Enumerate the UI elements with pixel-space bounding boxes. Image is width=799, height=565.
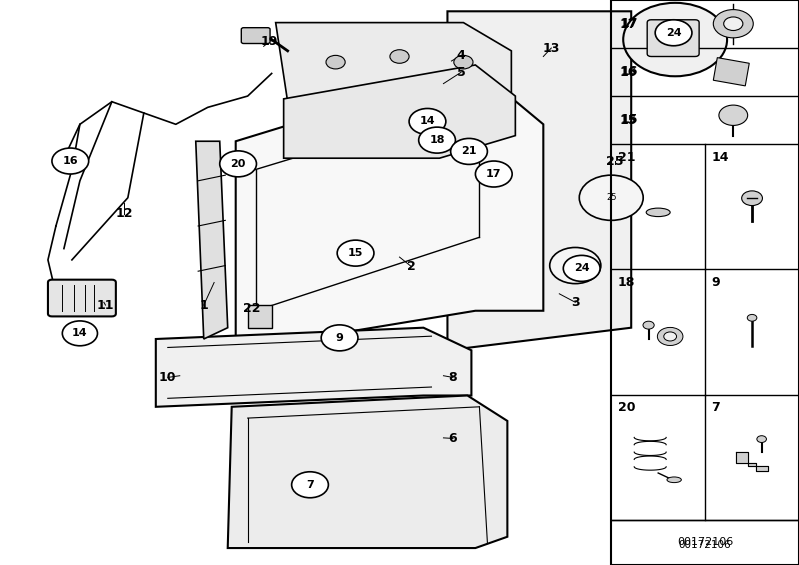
Text: 5: 5 [457, 66, 465, 79]
Polygon shape [714, 58, 749, 86]
Circle shape [475, 161, 512, 187]
Text: 9: 9 [336, 333, 344, 343]
Text: 20: 20 [618, 401, 635, 414]
Circle shape [623, 3, 727, 76]
Text: 00172106: 00172106 [679, 540, 731, 550]
Circle shape [326, 55, 345, 69]
Text: 9: 9 [712, 276, 720, 289]
FancyBboxPatch shape [241, 28, 270, 44]
Polygon shape [276, 23, 511, 102]
Circle shape [714, 10, 753, 38]
Circle shape [550, 247, 601, 284]
Text: 4: 4 [457, 49, 465, 62]
Circle shape [409, 108, 446, 134]
Ellipse shape [667, 477, 682, 483]
Bar [611, 0, 799, 565]
Text: 7: 7 [712, 401, 720, 414]
Circle shape [454, 55, 473, 69]
Ellipse shape [646, 208, 670, 216]
Circle shape [719, 105, 748, 125]
Circle shape [451, 138, 487, 164]
Text: 7: 7 [306, 480, 314, 490]
Text: 8: 8 [449, 371, 457, 384]
Text: 17: 17 [619, 18, 637, 31]
Text: 15: 15 [621, 113, 638, 127]
Polygon shape [236, 68, 543, 350]
Text: 20: 20 [230, 159, 246, 169]
Circle shape [563, 255, 600, 281]
Polygon shape [196, 141, 228, 339]
Circle shape [321, 325, 358, 351]
Text: 14: 14 [712, 151, 729, 164]
Circle shape [741, 191, 762, 206]
Circle shape [664, 332, 677, 341]
Circle shape [52, 148, 89, 174]
Circle shape [220, 151, 256, 177]
Circle shape [655, 20, 692, 46]
Text: 3: 3 [571, 295, 579, 309]
Circle shape [62, 321, 97, 346]
Polygon shape [248, 305, 272, 328]
Text: 22: 22 [243, 302, 260, 315]
Text: 21: 21 [618, 151, 635, 164]
Text: 2: 2 [407, 260, 415, 273]
Polygon shape [156, 328, 471, 407]
Text: 15: 15 [348, 248, 364, 258]
Text: 16: 16 [621, 65, 638, 79]
Text: 12: 12 [115, 207, 133, 220]
Text: 24: 24 [574, 263, 590, 273]
Text: 14: 14 [419, 116, 435, 127]
Text: 6: 6 [449, 432, 457, 445]
Text: 18: 18 [618, 276, 635, 289]
Circle shape [579, 175, 643, 220]
Text: 10: 10 [159, 371, 177, 384]
Text: 1: 1 [200, 298, 208, 312]
Text: 19: 19 [260, 35, 278, 49]
Text: 17: 17 [621, 17, 638, 31]
Circle shape [419, 127, 455, 153]
FancyBboxPatch shape [647, 20, 699, 56]
Circle shape [390, 50, 409, 63]
FancyBboxPatch shape [48, 280, 116, 316]
Text: 00172106: 00172106 [677, 537, 733, 547]
Text: 24: 24 [666, 28, 682, 38]
Polygon shape [284, 65, 515, 158]
Text: 14: 14 [72, 328, 88, 338]
Text: 25: 25 [606, 154, 624, 168]
Circle shape [747, 314, 757, 321]
Polygon shape [736, 451, 768, 471]
Circle shape [292, 472, 328, 498]
Text: 16: 16 [62, 156, 78, 166]
Text: 21: 21 [461, 146, 477, 157]
Circle shape [757, 436, 766, 442]
Circle shape [658, 328, 683, 346]
Text: 17: 17 [486, 169, 502, 179]
Circle shape [337, 240, 374, 266]
Polygon shape [228, 396, 507, 548]
Text: 16: 16 [619, 66, 637, 79]
Circle shape [724, 17, 743, 31]
Text: 13: 13 [543, 41, 560, 55]
Text: 25: 25 [606, 193, 617, 202]
Text: 15: 15 [619, 114, 637, 127]
Text: 18: 18 [429, 135, 445, 145]
Circle shape [643, 321, 654, 329]
Text: 11: 11 [97, 298, 114, 312]
Polygon shape [447, 11, 631, 350]
